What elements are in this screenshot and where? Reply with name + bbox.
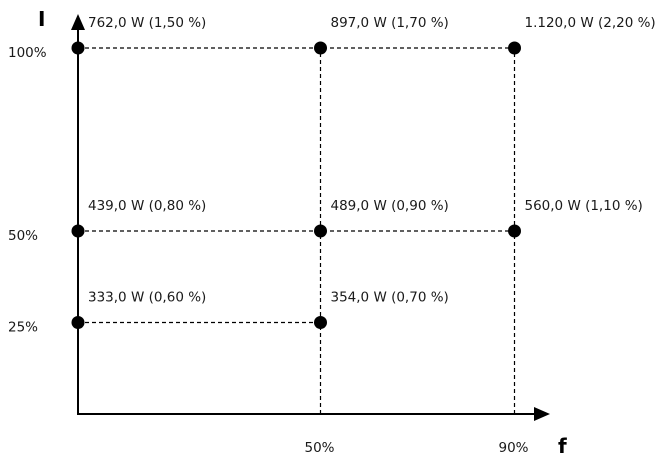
y-axis-arrow-icon (71, 14, 85, 30)
y-axis-name: I (38, 7, 45, 31)
data-point (314, 41, 327, 55)
point-label: 489,0 W (0,90 %) (331, 198, 449, 214)
point-label: 762,0 W (1,50 %) (88, 15, 206, 31)
data-point (314, 224, 327, 238)
x-axis-name: f (558, 434, 567, 457)
data-point (71, 224, 85, 238)
point-labels: 762,0 W (1,50 %) 897,0 W (1,70 %) 1.120,0 … (88, 15, 656, 306)
x-axis-arrow-icon (534, 407, 550, 421)
point-label: 897,0 W (1,70 %) (331, 15, 449, 31)
x-tick-label: 90% (498, 440, 528, 456)
data-point (71, 316, 85, 329)
tick-labels: 100% 50% 25% 50% 90% (8, 45, 529, 456)
data-point (314, 316, 327, 329)
data-points (71, 41, 521, 329)
point-label: 333,0 W (0,60 %) (88, 290, 206, 306)
point-label: 354,0 W (0,70 %) (331, 290, 449, 306)
y-tick-label: 25% (8, 320, 38, 336)
point-label: 439,0 W (0,80 %) (88, 198, 206, 214)
y-tick-label: 50% (8, 228, 38, 244)
grid-lines (78, 47, 516, 414)
point-label: 560,0 W (1,10 %) (525, 198, 643, 214)
x-tick-label: 50% (304, 440, 334, 456)
y-tick-label: 100% (8, 45, 47, 61)
data-point (508, 41, 521, 55)
point-label: 1.120,0 W (2,20 %) (525, 15, 656, 31)
data-point (71, 41, 85, 55)
data-point (508, 224, 521, 238)
